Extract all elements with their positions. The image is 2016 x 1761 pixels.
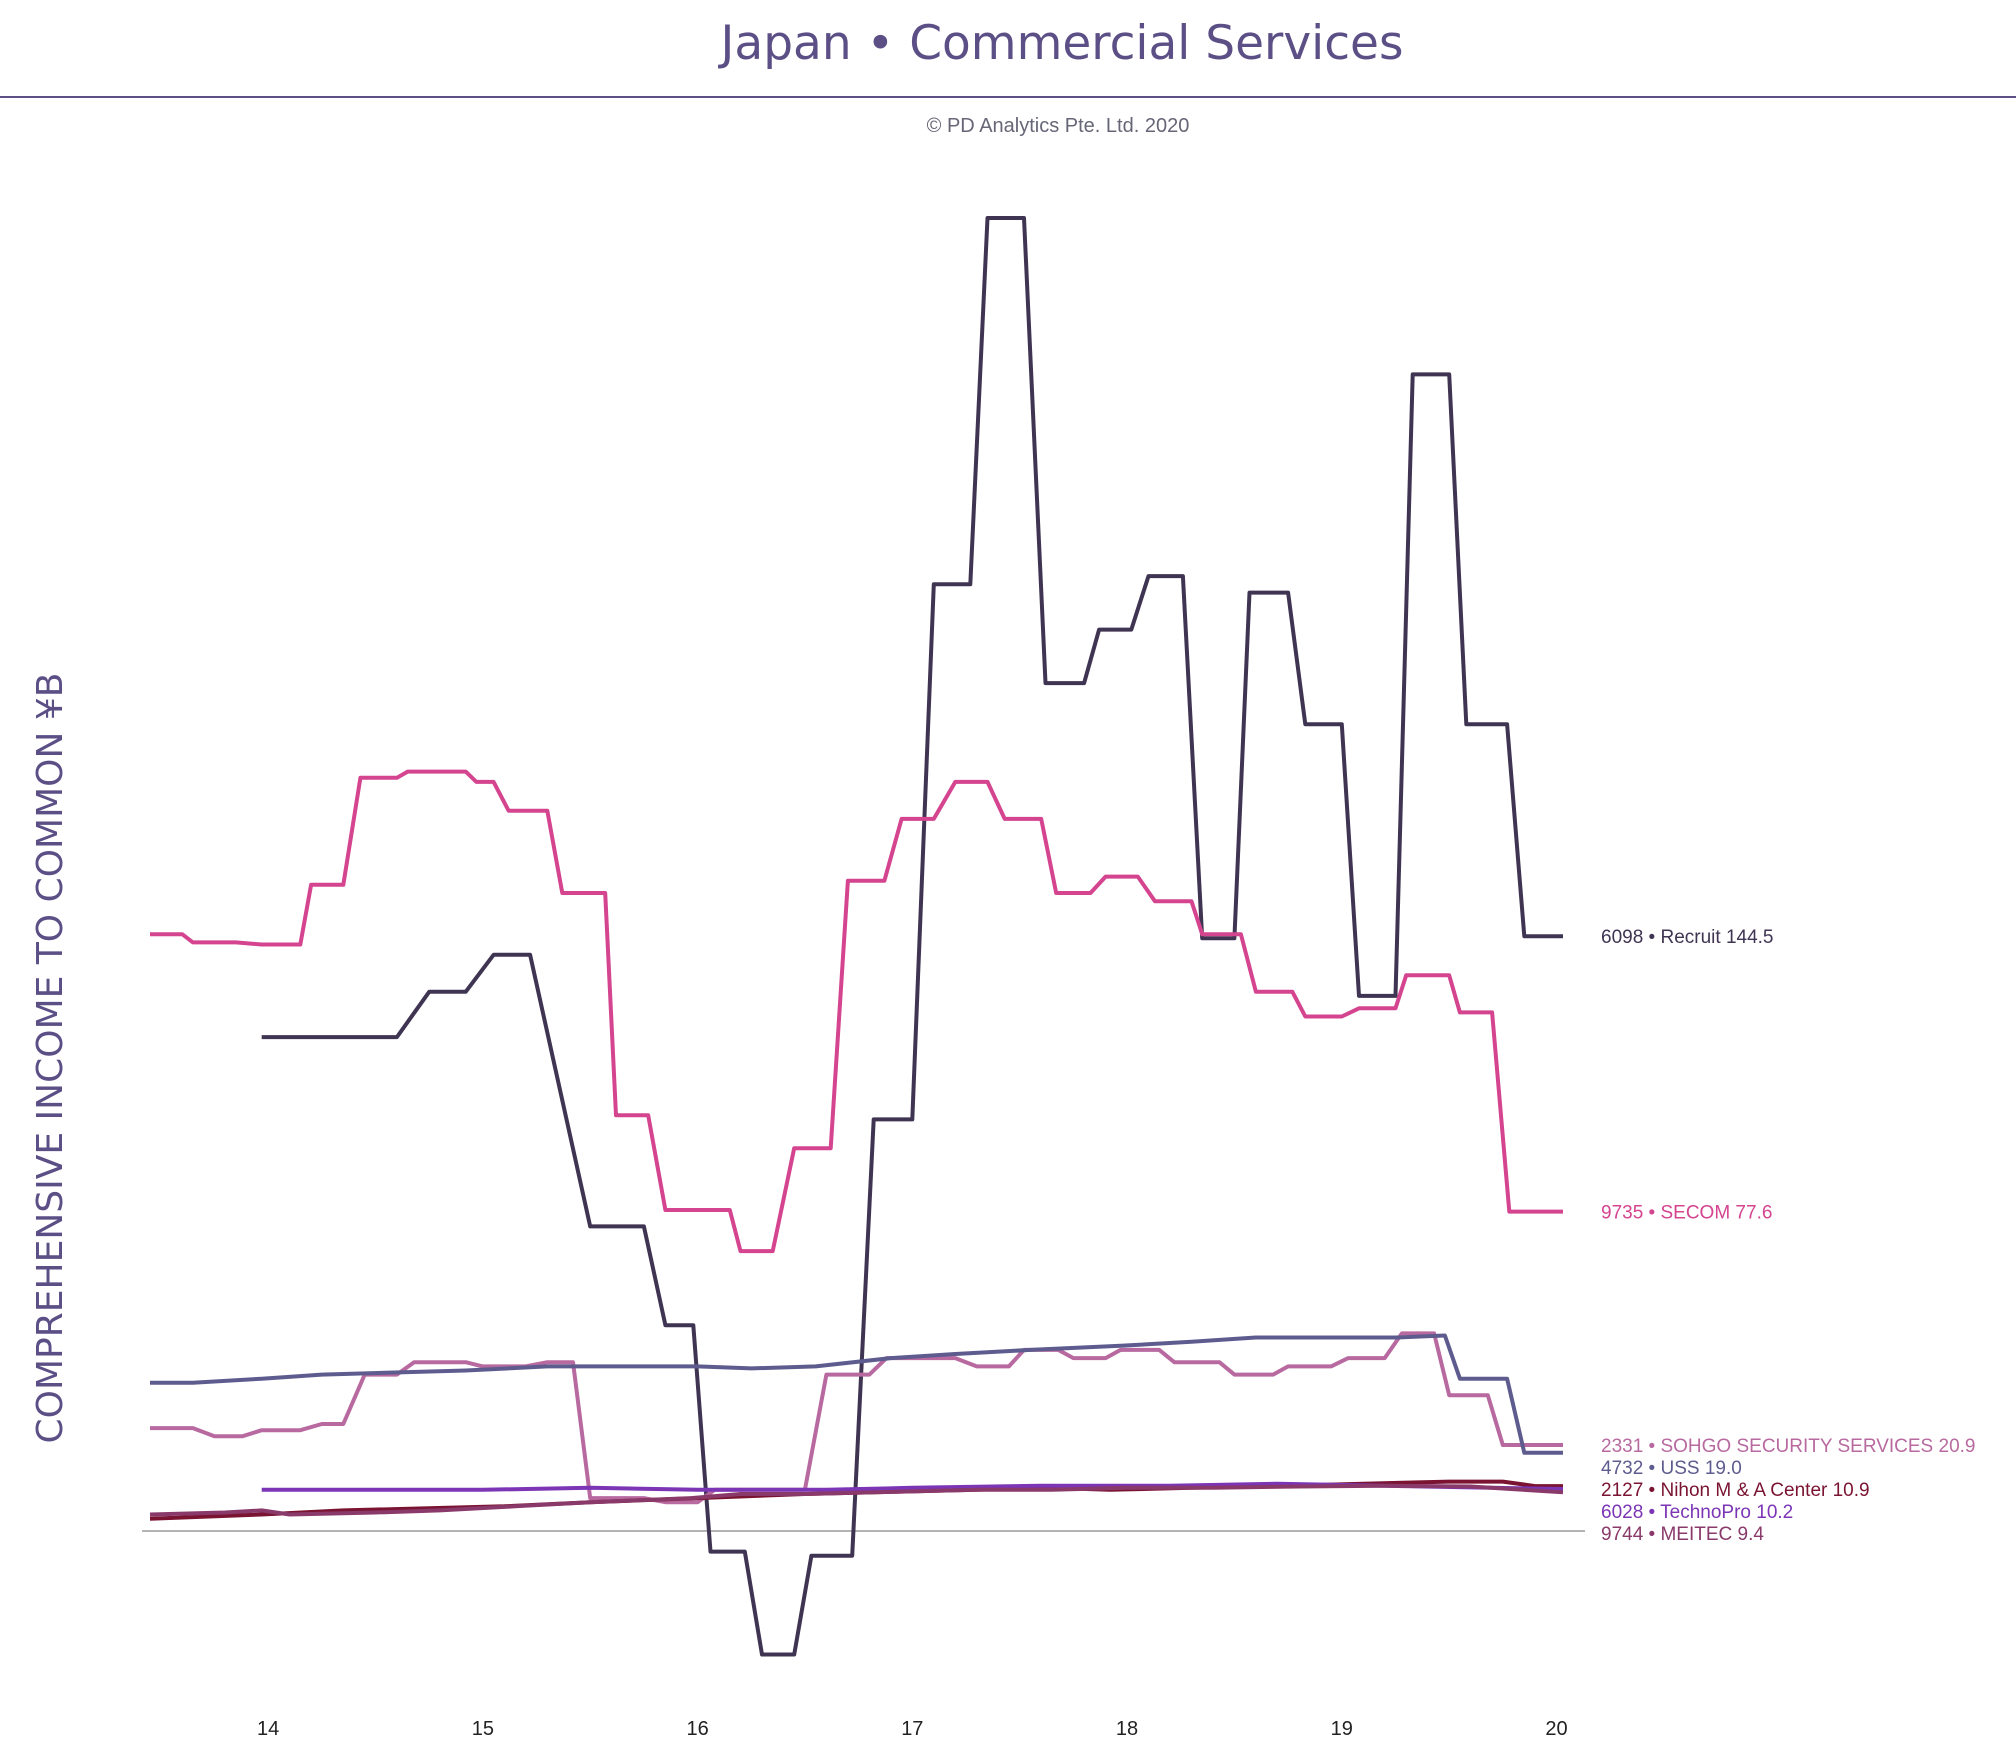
- x-tick-label: 19: [1331, 1718, 1353, 1740]
- series-end-label-2: 2331 • SOHGO SECURITY SERVICES 20.9: [1601, 1436, 1976, 1457]
- y-axis-label: COMPREHENSIVE INCOME TO COMMON ¥B: [30, 673, 71, 1444]
- x-tick-label: 16: [686, 1718, 708, 1740]
- x-tick-label: 17: [901, 1718, 923, 1740]
- end-labels: 6098 • Recruit 144.5 9735 • SECOM 77.6 233…: [1601, 927, 1976, 1545]
- chart-title: Japan • Commercial Services: [720, 16, 1404, 71]
- x-axis-ticks: 14 15 16 17 18 19 20: [257, 1718, 1568, 1740]
- series-end-label-1: 9735 • SECOM 77.6: [1601, 1203, 1772, 1224]
- series-lines: [149, 216, 1564, 1657]
- series-end-label-0: 6098 • Recruit 144.5: [1601, 927, 1773, 948]
- title-divider: [0, 96, 2016, 98]
- x-tick-label: 15: [472, 1718, 494, 1740]
- x-tick-label: 18: [1116, 1718, 1138, 1740]
- series-line-2: [150, 1331, 1563, 1505]
- series-end-label-6: 9744 • MEITEC 9.4: [1601, 1524, 1764, 1545]
- series-line-6: [149, 1483, 1564, 1517]
- series-line-0: [261, 216, 1563, 1657]
- series-end-label-5: 6028 • TechnoPro 10.2: [1601, 1502, 1793, 1523]
- series-line-1: [150, 769, 1563, 1254]
- series-end-label-4: 2127 • Nihon M & A Center 10.9: [1601, 1480, 1870, 1501]
- series-line-3: [150, 1333, 1563, 1455]
- series-end-label-3: 4732 • USS 19.0: [1601, 1458, 1742, 1479]
- x-tick-label: 20: [1545, 1718, 1567, 1740]
- copyright-notice: © PD Analytics Pte. Ltd. 2020: [926, 115, 1190, 137]
- x-tick-label: 14: [257, 1718, 279, 1740]
